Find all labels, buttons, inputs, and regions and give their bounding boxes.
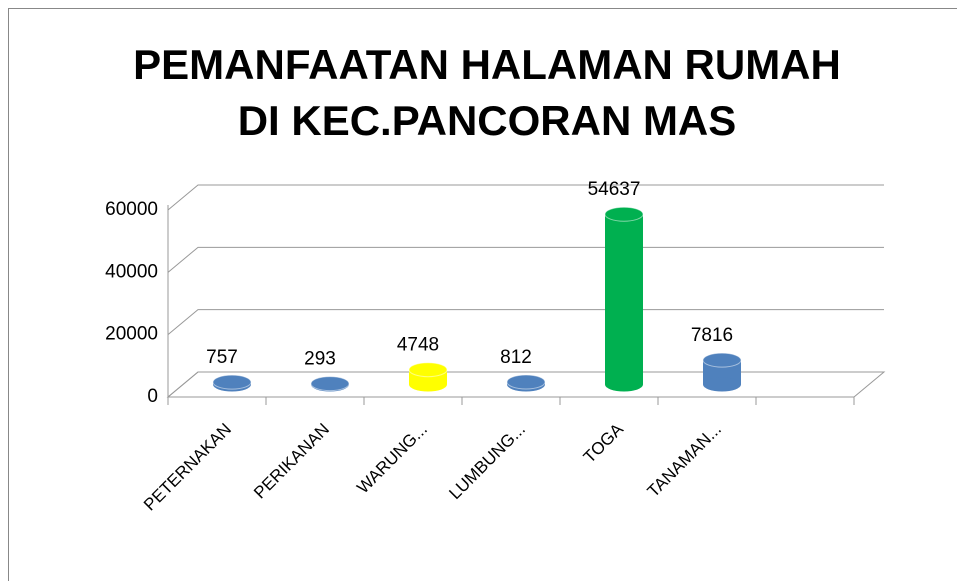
grid-line xyxy=(167,309,884,336)
value-label: 293 xyxy=(304,349,336,370)
y-tick-label: 40000 xyxy=(105,261,158,282)
bar xyxy=(605,214,643,385)
grid-line xyxy=(167,371,884,398)
bar-top xyxy=(506,374,546,390)
y-tick-label: 20000 xyxy=(105,324,158,345)
bar-top xyxy=(310,376,350,392)
value-label: 4748 xyxy=(397,335,439,356)
value-label: 7816 xyxy=(691,325,733,346)
chart-border xyxy=(8,8,957,581)
value-label: 812 xyxy=(500,347,532,368)
bar-top xyxy=(702,352,742,368)
bar-top xyxy=(212,374,252,390)
value-label: 757 xyxy=(206,347,238,368)
bar-top xyxy=(408,362,448,378)
chart-title: DI KEC.PANCORAN MAS xyxy=(238,97,737,144)
bar-bottom xyxy=(409,377,447,392)
chart-title: PEMANFAATAN HALAMAN RUMAH xyxy=(133,41,841,88)
y-tick-label: 60000 xyxy=(105,199,158,220)
bar-bottom xyxy=(605,377,643,392)
y-tick-label: 0 xyxy=(147,386,158,407)
bar-top xyxy=(604,206,644,222)
grid-line xyxy=(167,246,884,273)
grid-line xyxy=(167,184,884,211)
value-label: 54637 xyxy=(588,179,641,200)
bar-bottom xyxy=(703,377,741,392)
